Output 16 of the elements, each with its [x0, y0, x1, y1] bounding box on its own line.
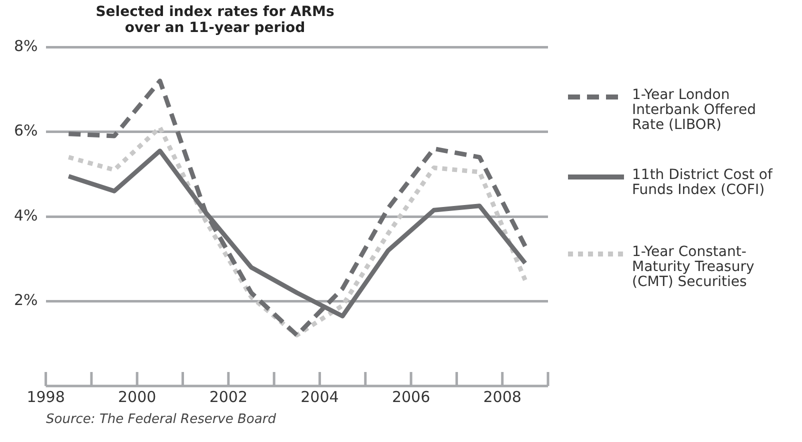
chart-title: Selected index rates for ARMs over an 11-year period	[94, 4, 336, 36]
line-series	[66, 125, 528, 338]
y-tick-label: 4%	[14, 206, 38, 224]
y-tick-label: 2%	[14, 291, 38, 310]
source-note: Source: The Federal Reserve Board	[46, 412, 276, 427]
legend-label: 1-Year London Interbank Offered Rate (LIBOR)	[632, 87, 757, 133]
legend-label: 1-Year Constant-Maturity Treasury (CMT) Securities	[632, 244, 756, 290]
y-tick-label: 8%	[14, 36, 38, 55]
legend-label: 11th District Cost of Funds Index (COFI)	[632, 167, 774, 198]
x-tick-label: 2008	[483, 388, 522, 406]
x-tick-label: 2004	[300, 388, 339, 406]
x-tick-label: 2006	[392, 388, 430, 406]
x-tick-label: 1998	[26, 388, 65, 406]
x-tick-label: 2002	[209, 388, 248, 406]
y-tick-label: 6%	[14, 122, 38, 140]
x-tick-label: 2000	[118, 388, 156, 406]
